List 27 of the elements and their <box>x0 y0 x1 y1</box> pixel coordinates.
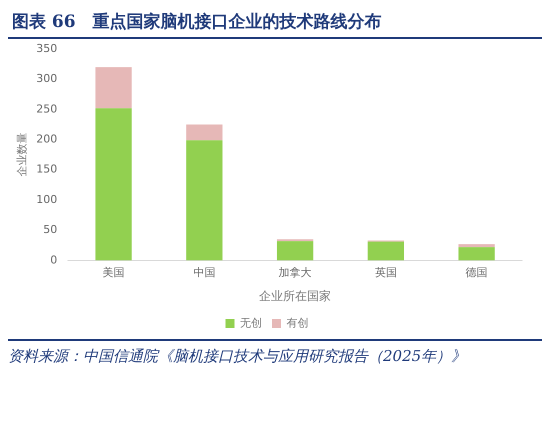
y-tick-label: 150 <box>36 162 58 176</box>
bar <box>276 241 314 260</box>
y-tick-label: 250 <box>36 102 58 116</box>
bar <box>186 140 222 260</box>
y-axis-title: 企业数量 <box>15 132 28 177</box>
x-tick-label: 加拿大 <box>278 266 312 279</box>
text: 资料来源：中国信通院《脑机接口技术与应用研究报告（2025年）》 <box>8 346 468 367</box>
y-tick-label: 50 <box>43 223 58 236</box>
y-tick-label: 0 <box>50 253 58 266</box>
x-tick-label: 英国 <box>374 266 397 279</box>
bar <box>368 242 404 260</box>
x-tick-label: 德国 <box>466 266 488 279</box>
x-tick-label: 美国 <box>102 266 125 279</box>
y-tick-label: 350 <box>36 42 58 55</box>
x-tick-label: 中国 <box>193 266 216 279</box>
bar <box>458 247 495 260</box>
bar <box>458 244 495 248</box>
x-axis-title: 企业所在国家 <box>259 288 332 303</box>
bar <box>186 124 222 140</box>
y-tick-label: 300 <box>36 72 58 86</box>
bar <box>95 67 132 108</box>
legend-label: 有创 <box>286 316 308 330</box>
chart-title: 图表 66 重点国家脑机接口企业的技术路线分布 <box>8 8 542 39</box>
legend-label: 无创 <box>240 316 262 330</box>
y-tick-label: 200 <box>36 132 58 146</box>
y-tick-label: 100 <box>36 192 58 206</box>
bar <box>95 108 132 260</box>
